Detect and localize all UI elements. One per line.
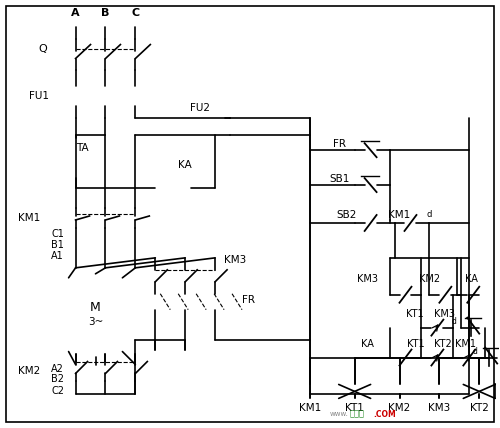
Bar	[384, 384, 416, 398]
Text: KT1: KT1	[345, 403, 364, 413]
Text: KM1: KM1	[455, 339, 476, 348]
Text: KA: KA	[178, 160, 192, 170]
Circle shape	[73, 116, 78, 121]
Bar	[156, 182, 191, 194]
Circle shape	[392, 256, 397, 260]
Circle shape	[482, 325, 488, 330]
Bar	[424, 384, 456, 398]
Circle shape	[451, 292, 456, 297]
Circle shape	[308, 337, 312, 342]
Circle shape	[153, 337, 158, 342]
Text: SB2: SB2	[336, 210, 357, 220]
Text: SB1: SB1	[330, 174, 350, 184]
Text: FU2: FU2	[190, 103, 210, 113]
Text: TA: TA	[76, 143, 89, 153]
Bar	[338, 384, 370, 398]
Text: d: d	[473, 347, 478, 356]
Text: 3~: 3~	[88, 317, 103, 327]
Circle shape	[467, 256, 472, 260]
Circle shape	[103, 133, 108, 138]
Circle shape	[482, 355, 488, 360]
Circle shape	[419, 325, 424, 330]
Text: KM3: KM3	[357, 274, 378, 284]
Bar	[294, 384, 326, 398]
Text: KT2: KT2	[470, 403, 488, 413]
Text: d: d	[426, 211, 432, 220]
Text: KM3: KM3	[224, 255, 246, 265]
Text: KM2: KM2	[18, 366, 40, 377]
Text: KT2: KT2	[434, 339, 452, 348]
Circle shape	[133, 265, 138, 270]
Circle shape	[73, 133, 78, 138]
Text: FR: FR	[333, 139, 346, 149]
Text: KA: KA	[361, 339, 374, 348]
Circle shape	[455, 256, 460, 260]
Circle shape	[451, 355, 456, 360]
Text: A1: A1	[52, 251, 64, 261]
Bar	[68, 86, 84, 106]
Circle shape	[387, 325, 392, 330]
Circle shape	[103, 265, 108, 270]
Circle shape	[427, 220, 432, 226]
Text: C2: C2	[51, 386, 64, 396]
Text: B1: B1	[51, 240, 64, 250]
Text: FU1: FU1	[28, 92, 48, 101]
Text: A2: A2	[51, 365, 64, 374]
Text: KM2: KM2	[419, 274, 440, 284]
Bar	[185, 112, 225, 124]
Text: B: B	[102, 8, 110, 18]
Circle shape	[387, 220, 392, 226]
Text: KT1: KT1	[406, 339, 424, 348]
Bar	[98, 86, 114, 106]
Circle shape	[467, 355, 472, 360]
Text: KT1: KT1	[406, 309, 423, 319]
Bar	[464, 384, 495, 398]
Text: KM3: KM3	[428, 403, 450, 413]
Text: KA: KA	[465, 274, 477, 284]
Text: KM1: KM1	[298, 403, 321, 413]
Text: www.: www.	[330, 411, 348, 417]
Text: M: M	[90, 301, 101, 314]
Circle shape	[133, 337, 138, 342]
Text: B2: B2	[51, 374, 64, 384]
Circle shape	[103, 116, 108, 121]
Text: KM1: KM1	[18, 213, 40, 223]
Text: C1: C1	[51, 229, 64, 239]
Circle shape	[459, 256, 464, 260]
Bar	[185, 129, 225, 141]
Circle shape	[133, 116, 138, 121]
Bar	[150, 294, 240, 310]
Circle shape	[467, 292, 472, 297]
Circle shape	[467, 325, 472, 330]
Circle shape	[73, 265, 78, 270]
Text: .COM: .COM	[374, 410, 396, 419]
Circle shape	[387, 355, 392, 360]
Circle shape	[212, 133, 218, 138]
Text: 接线图: 接线图	[350, 410, 364, 419]
Text: KM2: KM2	[388, 403, 410, 413]
Circle shape	[451, 355, 456, 360]
Circle shape	[451, 325, 456, 330]
Circle shape	[387, 256, 392, 260]
Circle shape	[427, 256, 432, 260]
Text: Q: Q	[38, 44, 47, 54]
Circle shape	[182, 337, 188, 342]
Text: KM3: KM3	[434, 309, 455, 319]
Text: C: C	[132, 8, 140, 18]
Bar	[128, 86, 144, 106]
Text: KM1: KM1	[388, 210, 410, 220]
Circle shape	[467, 355, 472, 360]
Text: FR: FR	[242, 295, 254, 305]
Text: d: d	[452, 317, 457, 326]
Circle shape	[419, 256, 424, 260]
Circle shape	[419, 355, 424, 360]
Text: A: A	[72, 8, 80, 18]
